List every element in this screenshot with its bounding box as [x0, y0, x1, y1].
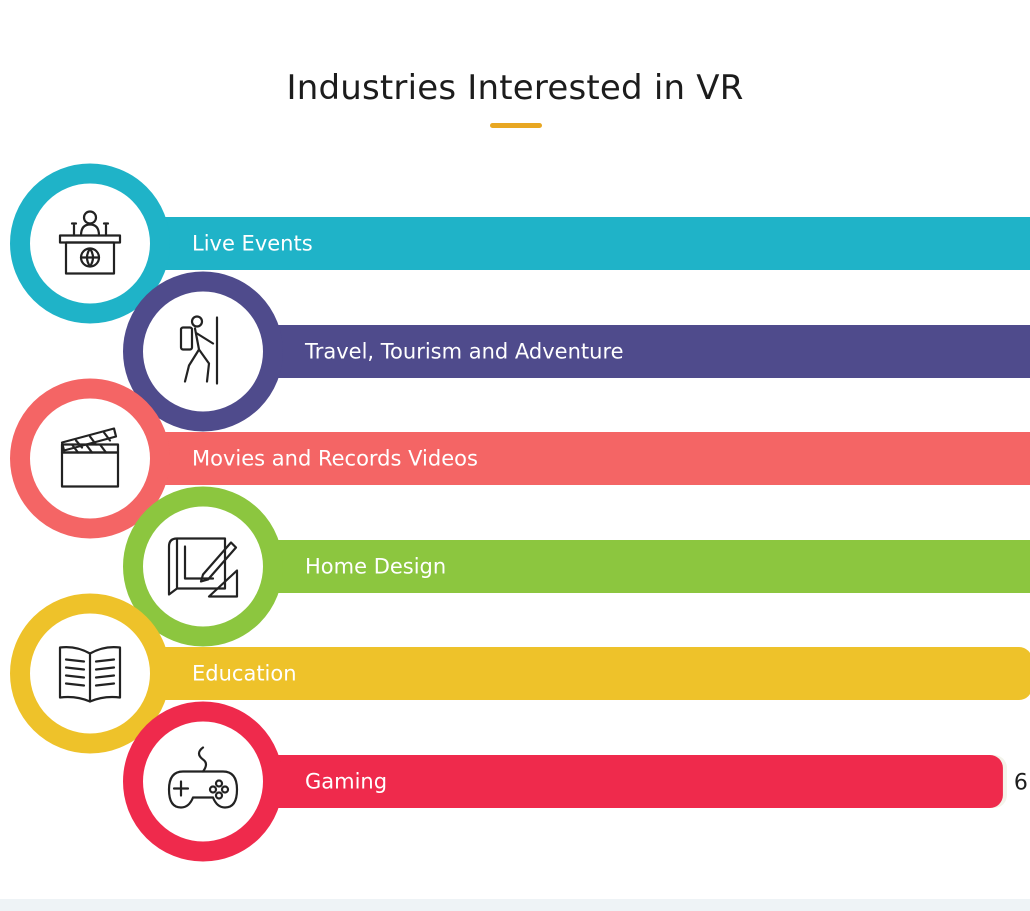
pencil	[199, 541, 238, 583]
podium-body	[64, 241, 116, 275]
clapper-top	[60, 427, 118, 452]
blueprint-sheet	[167, 537, 227, 596]
category-label: Home Design	[305, 555, 446, 579]
hiker-icon	[179, 315, 219, 385]
hiker-body	[183, 327, 215, 383]
gamepad-body	[167, 770, 239, 809]
bar-row: Movies and Records Videos67%	[10, 378, 1030, 539]
bar	[90, 217, 1030, 270]
category-label: Gaming	[305, 770, 387, 794]
icon-badge	[123, 271, 283, 432]
category-label: Travel, Tourism and Adventure	[304, 340, 624, 364]
clapperboard-icon	[60, 427, 120, 488]
gamepad-button	[214, 779, 224, 788]
hiker-head	[190, 315, 204, 328]
bar-row: Travel, Tourism and Adventure74%	[123, 271, 1030, 432]
icon-badge	[123, 701, 283, 862]
plan-lines	[183, 545, 215, 580]
gamepad-cable	[197, 746, 208, 773]
set-square	[207, 569, 239, 598]
globe-lines	[79, 247, 101, 268]
icon-badge	[123, 486, 283, 647]
microphones	[70, 222, 110, 237]
category-label: Live Events	[192, 232, 313, 256]
gamepad-button	[220, 785, 230, 794]
bar	[203, 540, 1030, 593]
gamepad-dpad	[172, 780, 190, 797]
bar	[203, 755, 1003, 808]
bar-row: Home Design66%	[123, 486, 1030, 647]
bottom-band	[0, 899, 1030, 911]
bar	[203, 325, 1030, 378]
bar	[90, 432, 1030, 485]
gamepad-icon	[167, 746, 239, 809]
bar-row: Live Events75%	[10, 163, 1030, 324]
page-title: Industries Interested in VR	[286, 68, 744, 108]
open-book-icon	[58, 646, 122, 703]
icon-badge	[10, 378, 170, 539]
blueprint-design-icon	[167, 537, 239, 598]
category-label: Education	[192, 662, 297, 686]
clapper-stripes	[70, 431, 112, 454]
podium-speaker-icon	[58, 210, 122, 275]
speaker-body	[79, 223, 101, 237]
category-label: Movies and Records Videos	[192, 447, 478, 471]
bar	[90, 647, 1030, 700]
title-underline	[490, 123, 542, 128]
gamepad-button	[214, 791, 224, 800]
bar-row: Education64%	[10, 593, 1030, 754]
gamepad-button	[208, 785, 218, 794]
value-label: 61%	[1014, 771, 1030, 796]
book-lines	[64, 658, 116, 687]
bar-row: Gaming 61%	[123, 701, 1030, 862]
backpack	[179, 326, 194, 351]
